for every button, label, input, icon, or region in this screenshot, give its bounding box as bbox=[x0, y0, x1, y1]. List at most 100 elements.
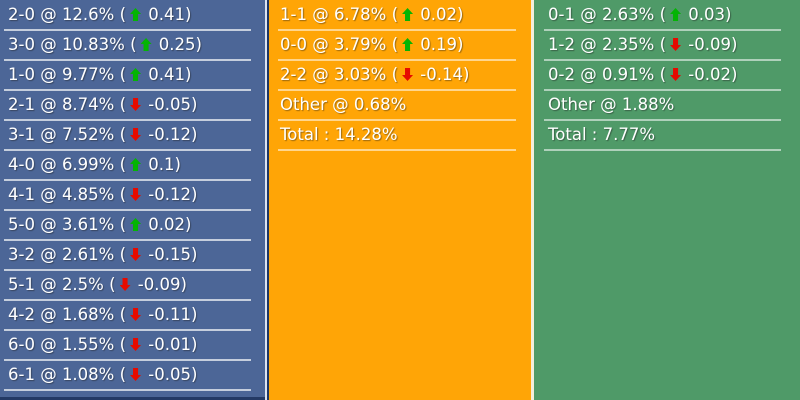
up-arrow-icon bbox=[130, 158, 142, 171]
score-label: 2-2 @ 3.03% bbox=[280, 65, 387, 84]
score-label: 3-2 @ 2.61% bbox=[8, 245, 115, 264]
score-row-0-2: 0-2 @ 0.91% ( -0.02) bbox=[544, 61, 781, 91]
down-arrow-icon bbox=[119, 278, 131, 291]
down-arrow-icon bbox=[130, 338, 142, 351]
down-arrow-icon bbox=[130, 248, 142, 261]
delta-value: -0.14) bbox=[415, 65, 470, 84]
down-arrow-icon bbox=[670, 38, 682, 51]
score-label: 0-1 @ 2.63% bbox=[548, 5, 655, 24]
score-label: 4-0 @ 6.99% bbox=[8, 155, 115, 174]
down-arrow-icon bbox=[130, 128, 142, 141]
score-label: Total : 14.28% bbox=[280, 125, 398, 144]
down-arrow-icon bbox=[130, 98, 142, 111]
score-row-4-1: 4-1 @ 4.85% ( -0.12) bbox=[4, 181, 251, 211]
up-arrow-icon bbox=[670, 8, 682, 21]
delta-open-paren: ( bbox=[386, 5, 399, 24]
score-label: 1-0 @ 9.77% bbox=[8, 65, 115, 84]
delta-open-paren: ( bbox=[114, 125, 127, 144]
score-row-6-1: 6-1 @ 1.08% ( -0.05) bbox=[4, 361, 251, 391]
score-row-3-2: 3-2 @ 2.61% ( -0.15) bbox=[4, 241, 251, 271]
score-label: 2-1 @ 8.74% bbox=[8, 95, 115, 114]
score-row-other: Other @ 1.88% bbox=[544, 91, 781, 121]
delta-value: -0.12) bbox=[143, 185, 198, 204]
score-row-other: Other @ 0.68% bbox=[278, 91, 516, 121]
score-label: 5-1 @ 2.5% bbox=[8, 275, 104, 294]
delta-value: 0.02) bbox=[415, 5, 464, 24]
delta-value: -0.02) bbox=[683, 65, 738, 84]
score-row-4-2: 4-2 @ 1.68% ( -0.11) bbox=[4, 301, 251, 331]
delta-open-paren: ( bbox=[114, 185, 127, 204]
score-label: 5-0 @ 3.61% bbox=[8, 215, 115, 234]
score-label: 1-1 @ 6.78% bbox=[280, 5, 387, 24]
delta-value: -0.09) bbox=[132, 275, 187, 294]
score-label: 3-1 @ 7.52% bbox=[8, 125, 115, 144]
score-row-1-1: 1-1 @ 6.78% ( 0.02) bbox=[278, 1, 516, 31]
up-arrow-icon bbox=[140, 38, 152, 51]
score-row-total: Total : 7.77% bbox=[544, 121, 781, 151]
score-row-1-0: 1-0 @ 9.77% ( 0.41) bbox=[4, 61, 251, 91]
score-label: Other @ 1.88% bbox=[548, 95, 675, 114]
score-label: 0-2 @ 0.91% bbox=[548, 65, 655, 84]
delta-open-paren: ( bbox=[114, 155, 127, 174]
delta-value: -0.01) bbox=[143, 335, 198, 354]
delta-open-paren: ( bbox=[114, 5, 127, 24]
delta-open-paren: ( bbox=[114, 95, 127, 114]
score-label: 1-2 @ 2.35% bbox=[548, 35, 655, 54]
up-arrow-icon bbox=[402, 38, 414, 51]
score-row-5-0: 5-0 @ 3.61% ( 0.02) bbox=[4, 211, 251, 241]
up-arrow-icon bbox=[402, 8, 414, 21]
delta-value: -0.11) bbox=[143, 305, 198, 324]
score-row-5-1: 5-1 @ 2.5% ( -0.09) bbox=[4, 271, 251, 301]
down-arrow-icon bbox=[402, 68, 414, 81]
delta-open-paren: ( bbox=[114, 245, 127, 264]
delta-open-paren: ( bbox=[386, 35, 399, 54]
score-row-1-2: 1-2 @ 2.35% ( -0.09) bbox=[544, 31, 781, 61]
home-scores-panel: 2-0 @ 12.6% ( 0.41) 3-0 @ 10.83% ( 0.25) 1… bbox=[0, 0, 267, 400]
score-label: 4-1 @ 4.85% bbox=[8, 185, 115, 204]
score-label: 0-0 @ 3.79% bbox=[280, 35, 387, 54]
score-row-2-0: 2-0 @ 12.6% ( 0.41) bbox=[4, 1, 251, 31]
delta-open-paren: ( bbox=[114, 305, 127, 324]
delta-value: 0.02) bbox=[143, 215, 192, 234]
score-row-6-0: 6-0 @ 1.55% ( -0.01) bbox=[4, 331, 251, 361]
delta-open-paren: ( bbox=[654, 65, 667, 84]
score-row-4-0: 4-0 @ 6.99% ( 0.1) bbox=[4, 151, 251, 181]
score-label: 6-0 @ 1.55% bbox=[8, 335, 115, 354]
draw-scores-panel: 1-1 @ 6.78% ( 0.02) 0-0 @ 3.79% ( 0.19) 2-… bbox=[267, 0, 534, 400]
delta-value: -0.12) bbox=[143, 125, 198, 144]
away-scores-panel: 0-1 @ 2.63% ( 0.03) 1-2 @ 2.35% ( -0.09) 0… bbox=[534, 0, 800, 400]
up-arrow-icon bbox=[130, 218, 142, 231]
score-row-0-1: 0-1 @ 2.63% ( 0.03) bbox=[544, 1, 781, 31]
score-row-2-2: 2-2 @ 3.03% ( -0.14) bbox=[278, 61, 516, 91]
delta-value: 0.03) bbox=[683, 5, 732, 24]
score-row-3-0: 3-0 @ 10.83% ( 0.25) bbox=[4, 31, 251, 61]
delta-open-paren: ( bbox=[114, 65, 127, 84]
score-label: 3-0 @ 10.83% bbox=[8, 35, 125, 54]
score-label: Total : 7.77% bbox=[548, 125, 656, 144]
score-label: Other @ 0.68% bbox=[280, 95, 407, 114]
delta-open-paren: ( bbox=[124, 35, 137, 54]
down-arrow-icon bbox=[130, 308, 142, 321]
delta-open-paren: ( bbox=[654, 5, 667, 24]
score-row-0-0: 0-0 @ 3.79% ( 0.19) bbox=[278, 31, 516, 61]
delta-value: -0.05) bbox=[143, 95, 198, 114]
delta-open-paren: ( bbox=[114, 335, 127, 354]
delta-value: -0.09) bbox=[683, 35, 738, 54]
delta-value: 0.41) bbox=[143, 5, 192, 24]
delta-open-paren: ( bbox=[114, 365, 127, 384]
score-label: 4-2 @ 1.68% bbox=[8, 305, 115, 324]
score-row-3-1: 3-1 @ 7.52% ( -0.12) bbox=[4, 121, 251, 151]
delta-open-paren: ( bbox=[386, 65, 399, 84]
delta-value: 0.19) bbox=[415, 35, 464, 54]
up-arrow-icon bbox=[130, 68, 142, 81]
score-row-2-1: 2-1 @ 8.74% ( -0.05) bbox=[4, 91, 251, 121]
delta-value: 0.25) bbox=[153, 35, 202, 54]
delta-value: 0.41) bbox=[143, 65, 192, 84]
delta-open-paren: ( bbox=[114, 215, 127, 234]
delta-value: -0.05) bbox=[143, 365, 198, 384]
up-arrow-icon bbox=[130, 8, 142, 21]
score-label: 2-0 @ 12.6% bbox=[8, 5, 115, 24]
down-arrow-icon bbox=[670, 68, 682, 81]
delta-value: -0.15) bbox=[143, 245, 198, 264]
